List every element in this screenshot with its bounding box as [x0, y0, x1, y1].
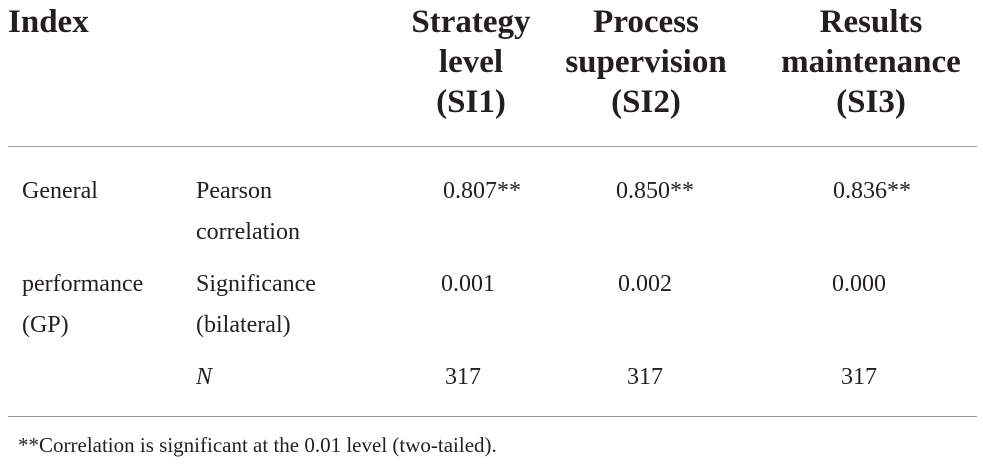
row-group-line3: (GP) [22, 312, 69, 338]
header-si3-line2: maintenance [781, 44, 961, 80]
cell-significance-si2: 0.002 [618, 271, 672, 297]
row-label-n: N [196, 364, 213, 390]
row-label-pearson-line2: correlation [196, 219, 300, 245]
header-si1-line3: (SI1) [436, 84, 506, 120]
row-label-pearson-line1: Pearson [196, 178, 272, 204]
row-label-pearson: Pearson correlation [196, 171, 300, 253]
row-group-line2: performance [22, 271, 144, 297]
row-label-significance: Significance (bilateral) [196, 264, 316, 346]
row-label-significance-line2: (bilateral) [196, 312, 291, 338]
header-si2-line3: (SI2) [611, 84, 681, 120]
header-si3-line3: (SI3) [836, 84, 906, 120]
header-index: Index [8, 4, 89, 40]
table-footnote: **Correlation is significant at the 0.01… [18, 433, 497, 457]
header-si3-line1: Results [819, 4, 923, 40]
header-rule [8, 146, 977, 147]
cell-pearson-si3: 0.836** [833, 178, 911, 204]
header-si3: Results maintenance (SI3) [766, 2, 976, 122]
cell-pearson-si2: 0.850** [616, 178, 694, 204]
header-si1-line2: level [438, 44, 504, 80]
cell-significance-si1: 0.001 [441, 271, 495, 297]
header-si2: Process supervision (SI2) [548, 2, 744, 122]
header-si2-line2: supervision [565, 44, 727, 80]
header-si1-line1: Strategy [411, 4, 531, 40]
header-si1: Strategy level (SI1) [398, 2, 544, 122]
row-label-significance-line1: Significance [196, 271, 316, 297]
cell-pearson-si1: 0.807** [443, 178, 521, 204]
cell-significance-si3: 0.000 [832, 271, 886, 297]
cell-n-si1: 317 [445, 364, 481, 390]
cell-n-si3: 317 [841, 364, 877, 390]
bottom-rule [8, 416, 977, 417]
header-si2-line1: Process [593, 4, 699, 40]
row-group-line1: General [22, 178, 98, 204]
cell-n-si2: 317 [627, 364, 663, 390]
